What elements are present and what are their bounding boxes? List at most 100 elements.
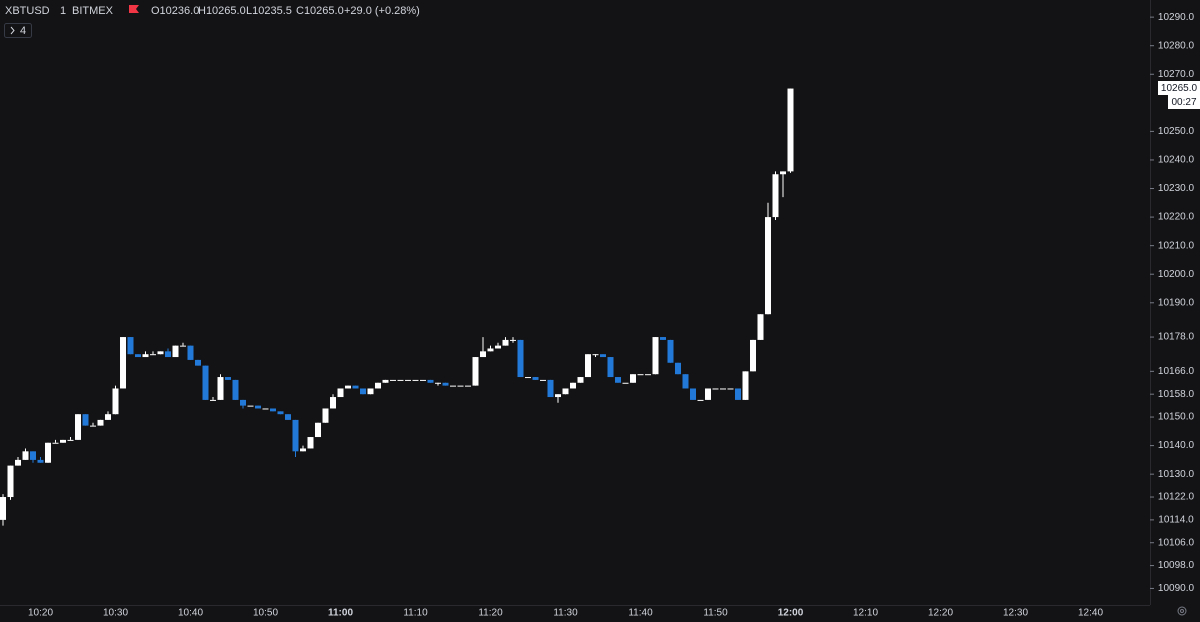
candle-body [487, 348, 494, 352]
candle-body [352, 385, 359, 389]
y-tick-label: 10098.0 [1158, 560, 1195, 571]
candle-body [90, 425, 96, 427]
candle-body [330, 397, 336, 409]
candle-body [577, 377, 584, 383]
candle-body [705, 388, 711, 400]
candle-body [697, 399, 704, 401]
countdown: 00:27 [1171, 97, 1196, 108]
candle-body [412, 379, 419, 381]
candle-body [742, 371, 749, 400]
candle-body [480, 351, 486, 358]
candle-body [667, 339, 674, 363]
x-tick-label: 10:40 [178, 608, 203, 619]
candle-body [397, 379, 404, 381]
candle-body [540, 379, 546, 381]
chevron-icon [10, 26, 15, 35]
candle-body [210, 399, 216, 401]
candle-body [450, 385, 456, 387]
candle-body [472, 357, 479, 386]
candle-body [7, 465, 14, 498]
x-tick-label: 12:00 [778, 608, 804, 619]
gear[interactable] [1177, 606, 1187, 616]
candle-body [600, 354, 606, 358]
candle-body [757, 314, 764, 340]
candle-body [270, 408, 276, 412]
candle-body [127, 337, 134, 355]
ohlc-high: H10265.0 [198, 5, 246, 17]
indicators-toggle[interactable] [4, 23, 32, 38]
candle-body [135, 354, 141, 358]
candle-body [532, 377, 539, 380]
x-tick-label: 12:40 [1078, 608, 1103, 619]
ohlc-open: O10236.0 [151, 5, 199, 17]
candle-body [607, 357, 614, 378]
interval: 1 [60, 5, 66, 17]
x-tick-label: 11:50 [703, 608, 728, 619]
gear-hub [1180, 609, 1184, 613]
candle-body [45, 442, 51, 463]
candle-body [232, 379, 239, 400]
candle-body [682, 374, 689, 389]
candle-body [555, 394, 561, 398]
last-price: 10265.0 [1161, 83, 1198, 94]
candle-body [750, 339, 756, 372]
flag-icon[interactable] [129, 5, 139, 13]
candle-body [675, 362, 681, 375]
candle-body [67, 439, 74, 441]
candle-body [660, 337, 666, 340]
y-tick-label: 10280.0 [1158, 40, 1195, 51]
x-tick-label: 10:20 [28, 608, 53, 619]
symbol: XBTUSD [5, 5, 50, 17]
candle-body [787, 88, 794, 172]
y-tick-label: 10166.0 [1158, 366, 1195, 377]
candle-body [592, 354, 599, 356]
y-tick-label: 10290.0 [1158, 12, 1195, 23]
candle-body [690, 388, 696, 400]
x-tick-label: 12:10 [853, 608, 878, 619]
y-tick-label: 10210.0 [1158, 240, 1195, 251]
candle-body [585, 354, 591, 378]
candle-body [262, 408, 269, 410]
y-tick-label: 10130.0 [1158, 469, 1195, 480]
candle-body [405, 379, 411, 381]
y-tick-label: 10190.0 [1158, 297, 1195, 308]
candle-body [360, 388, 366, 395]
candle-body [615, 377, 621, 383]
candle-body [457, 385, 464, 387]
candle-body [622, 382, 629, 384]
y-tick-label: 10140.0 [1158, 440, 1195, 451]
candle-body [382, 379, 389, 383]
candle-body [375, 382, 381, 389]
candle-body [217, 377, 224, 400]
candle-body [202, 365, 209, 400]
candle-body [570, 382, 576, 389]
candle-body [277, 411, 284, 415]
candle-body [735, 388, 741, 400]
settings-icon[interactable] [1177, 606, 1187, 616]
candle-body [165, 351, 171, 358]
y-tick-label: 10122.0 [1158, 492, 1195, 503]
candle-body [652, 337, 659, 375]
candle-body [52, 442, 59, 444]
candle-body [630, 374, 636, 383]
candle-body [427, 379, 434, 383]
y-tick-label: 10270.0 [1158, 69, 1195, 80]
y-tick-label: 10114.0 [1158, 515, 1194, 526]
y-tick-label: 10158.0 [1158, 389, 1195, 400]
x-tick-label: 11:00 [328, 608, 353, 619]
candle-body [300, 448, 306, 452]
candle-body [772, 174, 779, 218]
candle-body [142, 354, 149, 358]
ohlc-low: L10235.5 [246, 5, 292, 17]
x-tick-label: 11:30 [553, 608, 578, 619]
candle-body [367, 388, 374, 395]
last-price-tag [1158, 81, 1200, 95]
candle-body [435, 382, 441, 384]
candle-body [75, 414, 81, 440]
candle-body [645, 374, 651, 376]
candle-body [172, 345, 179, 358]
candle-body [22, 451, 29, 460]
x-tick-label: 11:40 [628, 608, 653, 619]
candle-body [307, 437, 314, 449]
